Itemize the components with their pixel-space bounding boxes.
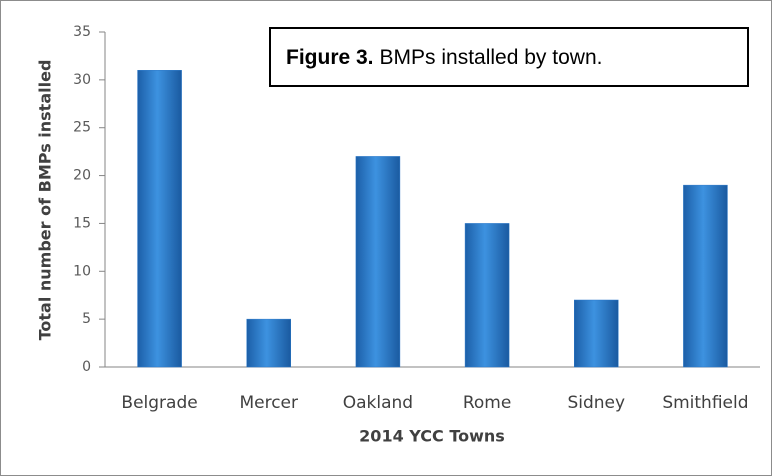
y-axis-title: Total number of BMPs installed: [36, 60, 55, 341]
x-tick-label: Belgrade: [121, 393, 197, 413]
x-tick-label: Mercer: [239, 393, 298, 413]
y-tick-label: 25: [73, 120, 91, 136]
y-tick-label: 0: [82, 359, 91, 375]
bar: [574, 299, 619, 368]
y-tick-label: 15: [73, 215, 91, 231]
y-tick-label: 35: [73, 24, 91, 40]
x-tick-label: Sidney: [567, 393, 625, 413]
x-tick-label: Oakland: [343, 393, 413, 413]
bar: [683, 184, 728, 368]
chart-title: Figure 3. BMPs installed by town.: [286, 46, 602, 69]
title-text: BMPs installed by town.: [380, 46, 603, 69]
x-tick-label: Smithfield: [662, 393, 748, 413]
y-tick-label: 5: [82, 311, 91, 327]
y-tick-label: 20: [73, 168, 91, 184]
bar: [137, 70, 182, 368]
bar: [464, 223, 510, 368]
title-box: [269, 27, 749, 87]
bar: [355, 156, 401, 368]
bar: [246, 318, 291, 368]
x-tick-label: Rome: [463, 393, 511, 413]
y-tick-label: 10: [73, 263, 91, 279]
y-tick-label: 30: [73, 72, 91, 88]
title-label: Figure 3.: [286, 46, 374, 69]
x-axis-title: 2014 YCC Towns: [359, 427, 505, 446]
